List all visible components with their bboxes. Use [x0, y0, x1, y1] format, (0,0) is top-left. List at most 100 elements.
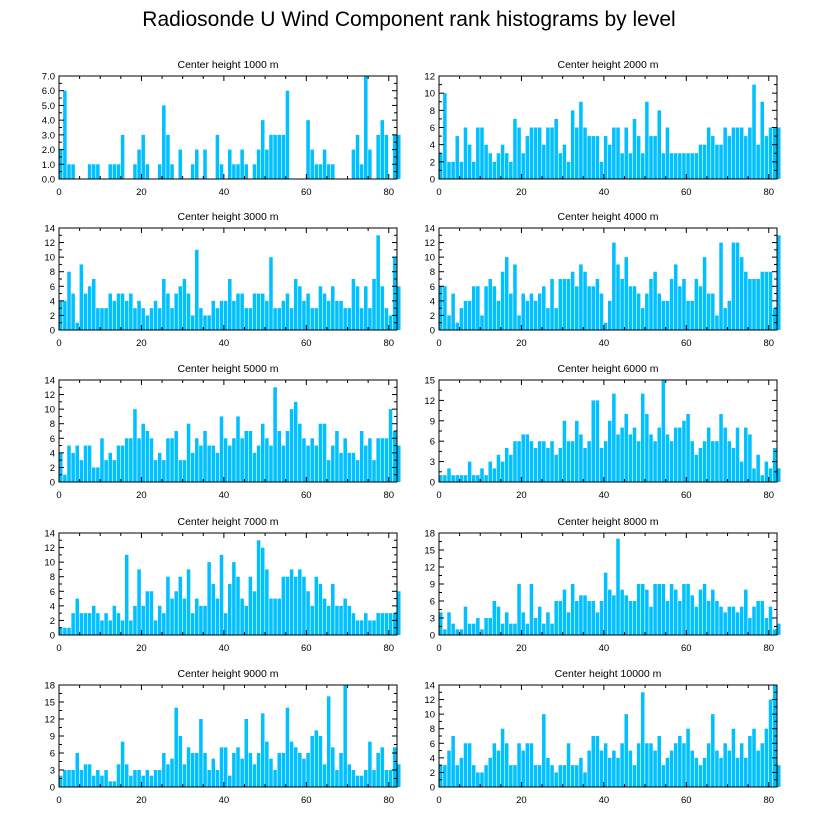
bar	[756, 601, 760, 635]
bar	[236, 164, 240, 179]
bar	[678, 736, 682, 787]
bar	[669, 441, 674, 482]
bar	[562, 144, 567, 179]
bar	[129, 620, 133, 635]
y-tick-label: 6	[50, 434, 55, 445]
bar	[124, 300, 129, 330]
y-tick-label: 12	[424, 695, 435, 706]
bar	[384, 770, 389, 787]
x-tick-label: 40	[599, 490, 610, 501]
bar	[277, 134, 281, 179]
bar	[554, 118, 558, 179]
y-tick-label: 8	[50, 267, 55, 278]
bar	[281, 300, 286, 330]
bar	[322, 149, 327, 179]
chart-panel-5: Center height 5000 m 0 2 4 6 8 10 12 14 0 20 40 60 80	[44, 363, 401, 501]
bar	[335, 770, 339, 787]
bar	[752, 606, 756, 635]
bar	[690, 750, 694, 787]
bar	[756, 144, 760, 179]
bar	[694, 153, 699, 179]
bar	[719, 414, 723, 482]
y-tick-label: 10	[44, 253, 55, 264]
bar	[343, 438, 347, 482]
bar	[640, 153, 645, 179]
bar	[480, 315, 484, 330]
bar	[359, 164, 364, 179]
bar	[232, 753, 236, 787]
bar	[566, 279, 571, 330]
bar	[752, 279, 756, 330]
bar	[166, 438, 170, 482]
bar	[145, 591, 150, 635]
bar	[269, 758, 273, 787]
bar	[347, 764, 352, 787]
bar	[748, 279, 752, 330]
bar	[467, 461, 472, 482]
bar	[550, 765, 554, 787]
bar	[686, 728, 690, 787]
bar	[599, 293, 604, 330]
bar	[273, 387, 277, 482]
bar	[256, 445, 261, 482]
y-tick-label: 8	[430, 106, 435, 117]
panel-title: Center height 2000 m	[558, 59, 659, 71]
bar	[599, 601, 604, 635]
bar	[265, 149, 269, 179]
bar	[240, 293, 244, 330]
bar	[517, 584, 521, 635]
bar	[764, 271, 769, 330]
bar	[739, 127, 744, 179]
chart-panel-8: Center height 8000 m 0 3 6 9 12 15 18 0 20 40 60 80	[424, 516, 781, 654]
bar	[104, 460, 108, 482]
bar	[657, 736, 661, 787]
bar	[265, 569, 269, 635]
bar	[87, 445, 92, 482]
y-tick-label: 12	[424, 396, 435, 407]
bar	[157, 308, 162, 330]
bar	[591, 736, 596, 787]
bar	[455, 322, 460, 330]
bar	[690, 441, 694, 482]
bar	[509, 454, 513, 482]
bar	[199, 605, 203, 635]
bar	[612, 242, 616, 330]
bar	[318, 584, 323, 635]
bar	[133, 605, 137, 635]
bar	[207, 445, 211, 482]
bar	[583, 271, 587, 330]
bar	[157, 164, 162, 179]
bar	[83, 445, 88, 482]
bar	[640, 308, 645, 330]
bar	[443, 629, 447, 635]
bar	[455, 765, 460, 787]
bar	[649, 279, 653, 330]
bar	[500, 623, 505, 635]
bar	[133, 164, 137, 179]
bar	[166, 576, 170, 635]
bar	[335, 431, 339, 482]
bar	[665, 434, 670, 482]
bar	[244, 164, 249, 179]
bar	[302, 438, 306, 482]
bar	[653, 584, 657, 635]
bar	[748, 127, 752, 179]
bar	[145, 431, 150, 482]
bar	[364, 286, 368, 330]
bar	[207, 315, 211, 330]
bar	[79, 613, 84, 635]
bar	[488, 279, 492, 330]
bar	[521, 153, 525, 179]
bar	[603, 322, 608, 330]
bar	[71, 613, 75, 635]
bar	[91, 279, 96, 330]
bar	[322, 293, 327, 330]
bar	[256, 149, 261, 179]
panel-title: Center height 8000 m	[558, 516, 659, 528]
bar	[517, 127, 521, 179]
bar	[298, 423, 302, 482]
y-tick-label: 14	[44, 224, 55, 235]
bar	[384, 308, 389, 330]
y-tick-label: 6	[50, 282, 55, 293]
bar	[120, 134, 125, 179]
